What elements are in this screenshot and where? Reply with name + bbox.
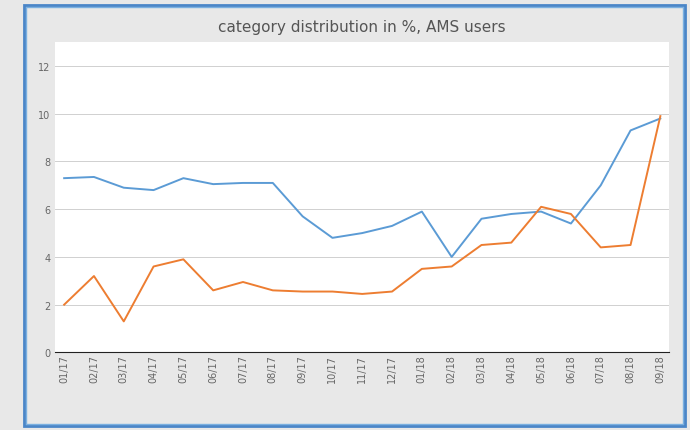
Title: category distribution in %, AMS users: category distribution in %, AMS users [219, 20, 506, 35]
